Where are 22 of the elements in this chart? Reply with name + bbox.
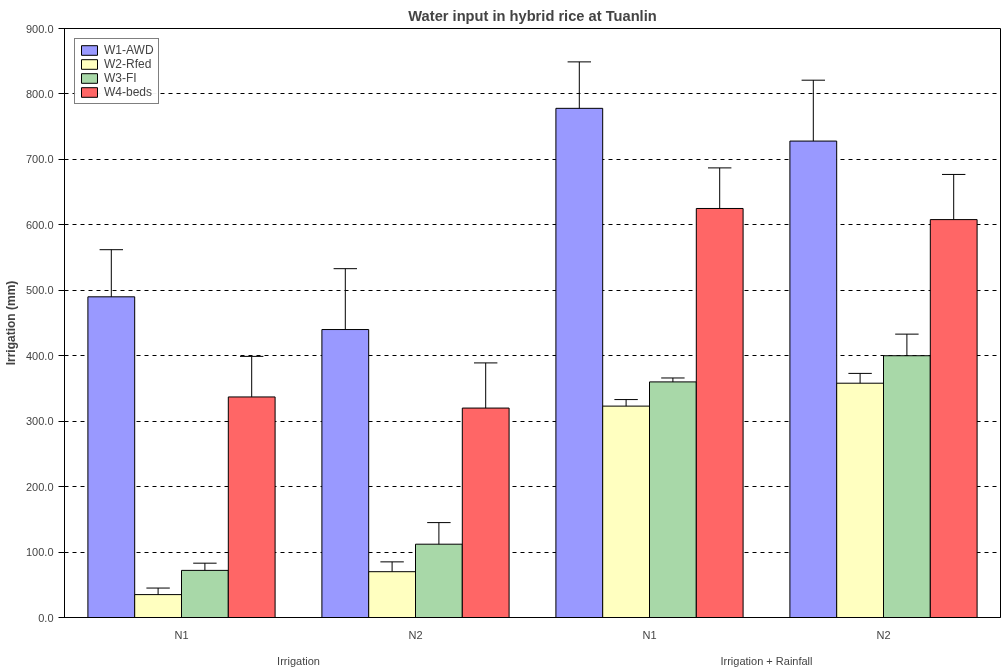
text: Irrigation bbox=[277, 654, 320, 667]
x-tick-label: N1 bbox=[174, 628, 189, 641]
y-tick-label: 700.0 bbox=[25, 153, 54, 166]
y-tick-label: 800.0 bbox=[25, 87, 54, 100]
y-tick-label: 900.0 bbox=[25, 22, 54, 35]
legend-label: W1-AWD bbox=[104, 43, 154, 57]
y-tick-label: 500.0 bbox=[25, 284, 54, 297]
chart-title: Water input in hybrid rice at Tuanlin bbox=[408, 7, 657, 24]
y-tick-label: 200.0 bbox=[25, 480, 54, 493]
y-tick-label: 0.0 bbox=[38, 611, 54, 624]
text: Irrigation + Rainfall bbox=[720, 654, 813, 667]
y-axis-title: Irrigation (mm) bbox=[3, 280, 18, 366]
y-tick-label: 300.0 bbox=[25, 415, 54, 428]
x-tick-label: N2 bbox=[408, 628, 423, 641]
legend-label: W3-FI bbox=[104, 71, 137, 85]
legend-label: W2-Rfed bbox=[104, 57, 152, 71]
y-tick-label: 600.0 bbox=[25, 218, 54, 231]
legend-label: W4-beds bbox=[104, 85, 153, 99]
y-tick-label: 100.0 bbox=[25, 546, 54, 559]
x-tick-label: N1 bbox=[642, 628, 657, 641]
x-tick-label: N2 bbox=[876, 628, 891, 641]
y-tick-label: 400.0 bbox=[25, 349, 54, 362]
